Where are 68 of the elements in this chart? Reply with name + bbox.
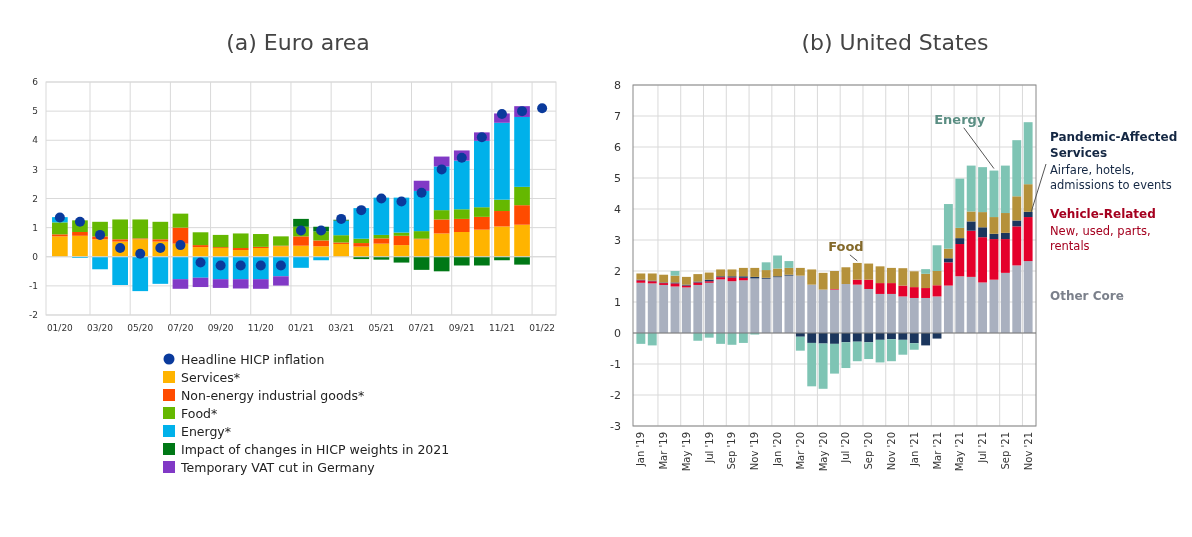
- x-tick-label: 11/21: [488, 323, 515, 333]
- legend-label: Energy*: [181, 423, 232, 439]
- annotation: Airfare, hotels, admissions to events: [1050, 163, 1172, 192]
- y-tick-label: 7: [614, 109, 621, 123]
- x-tick-label: Mar '19: [658, 432, 670, 470]
- series-label: Food: [828, 238, 864, 254]
- x-tick-label: 09/21: [448, 323, 475, 333]
- x-tick-label: 05/21: [368, 323, 395, 333]
- y-tick-label: 0: [32, 251, 39, 262]
- legend-label: Non-energy industrial goods*: [181, 387, 365, 403]
- y-tick-label: 8: [614, 78, 621, 92]
- x-tick-label: 09/20: [207, 323, 234, 333]
- text: Energy: [934, 111, 986, 127]
- x-tick-label: Sep '21: [999, 432, 1011, 470]
- x-tick-label: Jan '19: [635, 432, 647, 468]
- legend-label: Temporary VAT cut in Germany: [180, 459, 376, 475]
- x-tick-label: Jan '21: [908, 432, 920, 468]
- x-tick-label: Jan '20: [772, 432, 784, 468]
- y-tick-label: 6: [32, 77, 39, 88]
- legend-label: Food*: [181, 405, 218, 421]
- x-tick-label: 11/20: [247, 323, 275, 333]
- legend-label: Services*: [181, 369, 240, 385]
- legend-label: Headline HICP inflation: [181, 351, 325, 367]
- y-tick-label: -1: [610, 357, 621, 371]
- y-tick-label: 5: [614, 171, 621, 185]
- y-tick-label: 2: [32, 193, 38, 204]
- x-tick-label: Jul '21: [977, 432, 989, 464]
- x-tick-label: May '21: [954, 432, 966, 472]
- y-tick-label: 2: [614, 264, 621, 278]
- y-tick-label: -3: [610, 419, 621, 433]
- x-tick-label: Nov '19: [749, 432, 761, 471]
- x-tick-label: May '20: [817, 432, 829, 472]
- x-tick-label: 05/20: [127, 323, 154, 333]
- x-tick-label: 01/20: [46, 323, 74, 333]
- series-label: Other Core: [1050, 289, 1124, 303]
- x-tick-label: Mar '20: [794, 432, 806, 470]
- x-tick-label: 01/22: [529, 323, 556, 333]
- x-tick-label: Jul '19: [703, 432, 715, 464]
- x-tick-label: Mar '21: [931, 432, 943, 470]
- x-tick-label: 03/21: [328, 323, 355, 333]
- y-tick-label: 1: [32, 222, 38, 233]
- text: New, used, parts, rentals: [1050, 224, 1151, 253]
- x-tick-label: Jul '20: [840, 432, 852, 464]
- x-tick-label: Sep '19: [726, 432, 738, 470]
- y-tick-label: 4: [32, 135, 39, 146]
- y-tick-label: 4: [614, 202, 621, 216]
- text: Pandemic-Affected Services: [1050, 130, 1178, 160]
- y-tick-label: 3: [32, 164, 38, 175]
- x-tick-label: 07/20: [167, 323, 194, 333]
- x-tick-label: Nov '20: [885, 432, 897, 471]
- y-tick-label: 1: [614, 295, 621, 309]
- series-label: Vehicle-Related: [1050, 207, 1156, 221]
- x-tick-label: May '19: [680, 432, 692, 472]
- x-tick-label: 03/20: [87, 323, 114, 333]
- chart-title: (b) United States: [801, 30, 989, 55]
- y-tick-label: 3: [614, 233, 621, 247]
- x-tick-label: Sep '20: [863, 432, 875, 470]
- y-tick-label: 5: [32, 106, 38, 117]
- y-tick-label: -2: [29, 310, 38, 321]
- y-tick-label: 0: [614, 326, 621, 340]
- x-tick-label: 01/21: [288, 323, 314, 333]
- chart-title: (a) Euro area: [226, 30, 370, 55]
- y-tick-label: -2: [610, 388, 621, 402]
- x-tick-label: 07/21: [408, 323, 435, 333]
- y-tick-label: 6: [614, 140, 621, 154]
- legend-label: Impact of changes in HICP weights in 2021: [181, 441, 450, 457]
- x-tick-label: Nov '21: [1022, 432, 1034, 471]
- y-tick-label: -1: [29, 281, 38, 292]
